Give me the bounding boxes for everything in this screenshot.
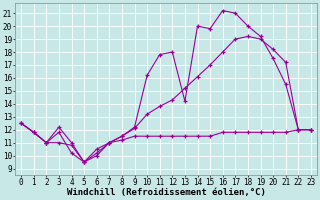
X-axis label: Windchill (Refroidissement éolien,°C): Windchill (Refroidissement éolien,°C) [67, 188, 266, 197]
